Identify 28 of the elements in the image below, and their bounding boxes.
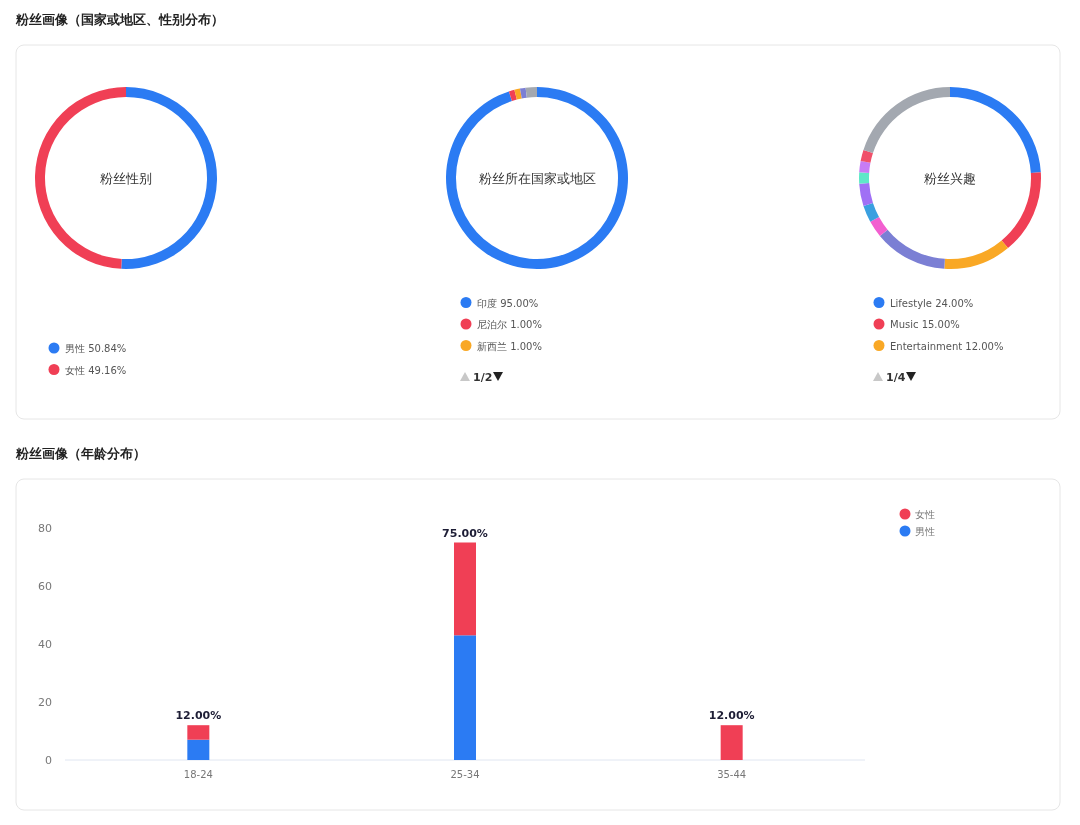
legend-label: 男性 50.84% xyxy=(65,343,127,354)
text: 1/2 xyxy=(473,371,493,384)
legend-label: 印度 95.00% xyxy=(477,297,539,309)
text: 粉丝所在国家或地区 xyxy=(478,171,596,186)
y-tick-label: 80 xyxy=(38,522,52,535)
legend-label: 女性 49.16% xyxy=(65,364,127,376)
legend-label: 尼泊尔 1.00% xyxy=(477,319,542,330)
y-tick-label: 60 xyxy=(38,580,52,593)
legend-label: 新西兰 1.00% xyxy=(477,340,542,352)
x-tick-label: 18-24 xyxy=(183,769,213,780)
legend-label: Entertainment 12.00% xyxy=(890,340,1004,352)
text: 粉丝性别 xyxy=(100,171,152,186)
y-tick-label: 20 xyxy=(38,696,52,709)
x-tick-label: 25-34 xyxy=(450,769,480,780)
total-label: 12.00% xyxy=(175,709,222,723)
y-tick-label: 0 xyxy=(45,754,52,767)
chart-title: 粉丝画像（年龄分布） xyxy=(15,446,146,461)
text: 粉丝兴趣 xyxy=(924,171,976,186)
y-tick-label: 40 xyxy=(38,638,52,651)
legend-label: 女性 xyxy=(915,509,935,520)
legend-label: Music 15.00% xyxy=(890,319,960,330)
text: 1/4 xyxy=(886,371,906,384)
legend-label: 男性 xyxy=(915,526,935,537)
x-tick-label: 35-44 xyxy=(717,769,747,780)
chart-subtitle: 粉丝画像（国家或地区、性别分布） xyxy=(15,12,224,27)
total-label: 75.00% xyxy=(442,526,488,540)
total-label: 12.00% xyxy=(708,709,755,723)
legend-label: Lifestyle 24.00% xyxy=(890,297,974,309)
